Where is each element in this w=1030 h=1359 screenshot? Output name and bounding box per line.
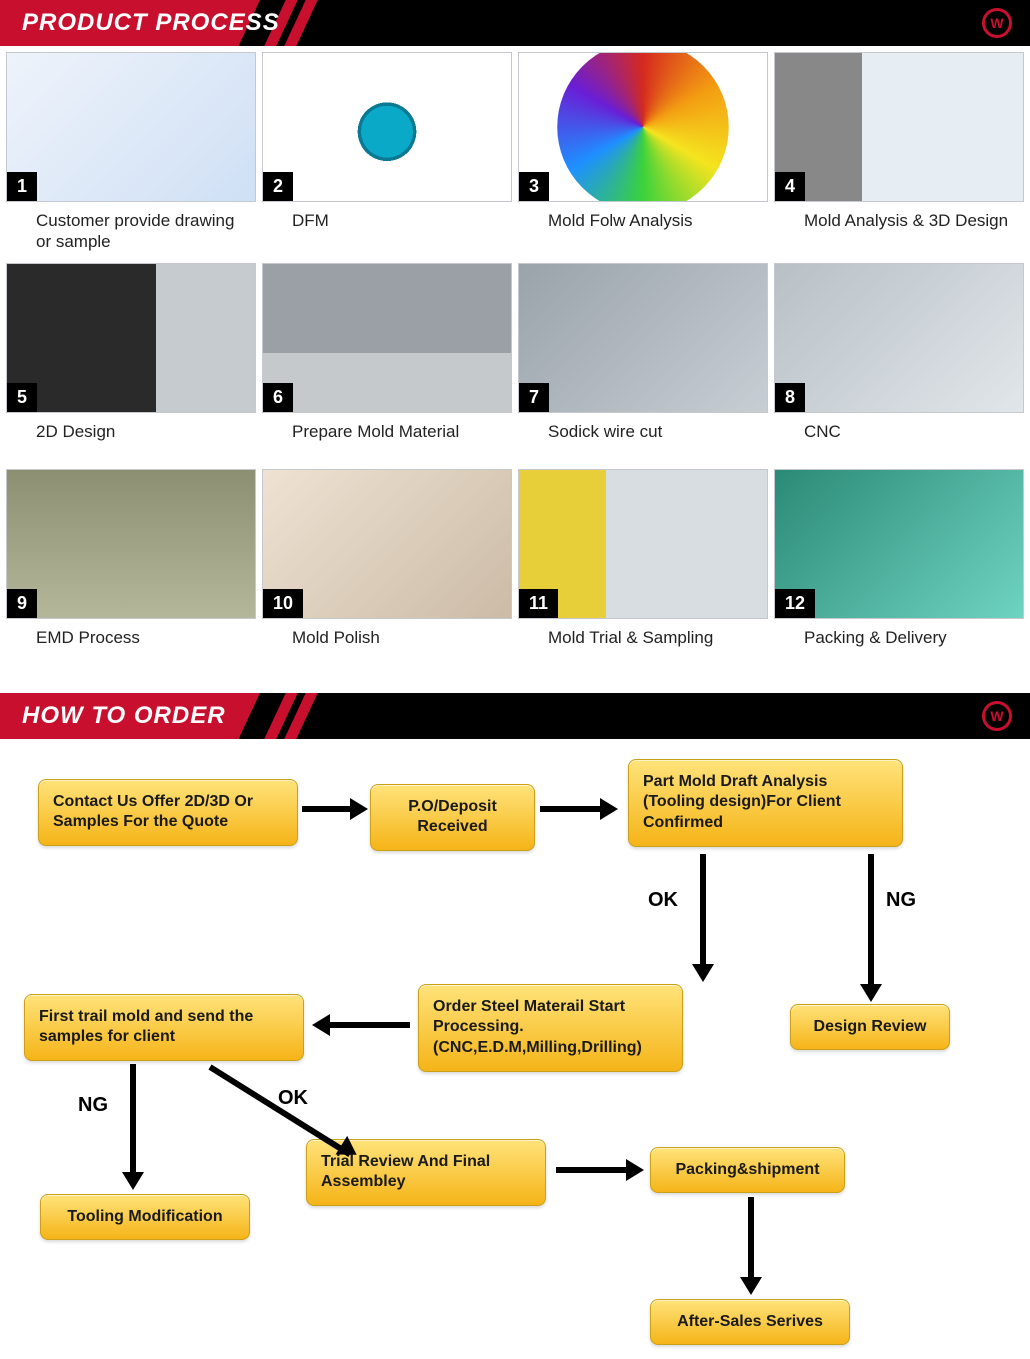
- step-number-badge: 11: [519, 589, 558, 618]
- step-number-badge: 9: [7, 589, 37, 618]
- process-step: 12 Packing & Delivery: [774, 469, 1024, 669]
- step-caption: Sodick wire cut: [518, 413, 768, 463]
- process-step: 10 Mold Polish: [262, 469, 512, 669]
- flow-arrow: [748, 1197, 754, 1277]
- step-caption: Mold Trial & Sampling: [518, 619, 768, 669]
- section-title: PRODUCT PROCESS: [0, 9, 280, 37]
- process-thumb: 6: [262, 263, 512, 413]
- step-caption: Mold Folw Analysis: [518, 202, 768, 252]
- step-caption: EMD Process: [6, 619, 256, 669]
- process-thumb: 10: [262, 469, 512, 619]
- step-caption: CNC: [774, 413, 1024, 463]
- flow-label-ok: OK: [278, 1087, 308, 1110]
- brand-logo-icon: W: [982, 8, 1012, 38]
- process-step: 3 Mold Folw Analysis: [518, 52, 768, 257]
- step-caption: Packing & Delivery: [774, 619, 1024, 669]
- arrowhead-down-icon: [740, 1277, 762, 1295]
- step-caption: Prepare Mold Material: [262, 413, 512, 463]
- process-step: 7 Sodick wire cut: [518, 263, 768, 463]
- step-number-badge: 10: [263, 589, 303, 618]
- step-caption: 2D Design: [6, 413, 256, 463]
- process-thumb: 8: [774, 263, 1024, 413]
- flow-arrow: [868, 854, 874, 984]
- process-image-placeholder: [7, 53, 255, 201]
- flow-node-tooling-mod: Tooling Modification: [40, 1194, 250, 1241]
- arrowhead-down-icon: [122, 1172, 144, 1190]
- flow-label-ok: OK: [648, 889, 678, 912]
- process-step: 1 Customer provide drawing or sample: [6, 52, 256, 257]
- process-image-placeholder: [519, 53, 767, 201]
- process-image-placeholder: [263, 264, 511, 412]
- process-thumb: 5: [6, 263, 256, 413]
- process-thumb: 7: [518, 263, 768, 413]
- arrowhead-left-icon: [312, 1014, 330, 1036]
- flow-node-draft: Part Mold Draft Analysis (Tooling design…: [628, 759, 903, 847]
- step-number-badge: 4: [775, 172, 805, 201]
- process-step: 5 2D Design: [6, 263, 256, 463]
- process-image-placeholder: [263, 53, 511, 201]
- process-step: 11 Mold Trial & Sampling: [518, 469, 768, 669]
- arrowhead-right-icon: [626, 1159, 644, 1181]
- step-caption: DFM: [262, 202, 512, 252]
- step-number-badge: 7: [519, 383, 549, 412]
- step-number-badge: 2: [263, 172, 293, 201]
- step-number-badge: 12: [775, 589, 815, 618]
- flow-node-ordersteel: Order Steel Materail Start Processing.(C…: [418, 984, 683, 1072]
- process-thumb: 4: [774, 52, 1024, 202]
- flow-node-after-sales: After-Sales Serives: [650, 1299, 850, 1346]
- step-caption: Mold Polish: [262, 619, 512, 669]
- step-number-badge: 3: [519, 172, 549, 201]
- process-step: 9 EMD Process: [6, 469, 256, 669]
- arrowhead-down-icon: [692, 964, 714, 982]
- flow-node-first-trail: First trail mold and send the samples fo…: [24, 994, 304, 1062]
- process-thumb: 1: [6, 52, 256, 202]
- arrowhead-right-icon: [350, 798, 368, 820]
- flow-arrow: [556, 1167, 626, 1173]
- placeholder-shape: [318, 80, 457, 175]
- step-caption: Customer provide drawing or sample: [6, 202, 256, 257]
- process-grid: 1 Customer provide drawing or sample 2 D…: [0, 46, 1030, 693]
- arrowhead-right-icon: [600, 798, 618, 820]
- step-number-badge: 5: [7, 383, 37, 412]
- section-header-process: PRODUCT PROCESS W: [0, 0, 1030, 46]
- flow-arrow: [700, 854, 706, 964]
- process-image-placeholder: [775, 264, 1023, 412]
- process-image-placeholder: [7, 264, 255, 412]
- flow-node-design-review: Design Review: [790, 1004, 950, 1051]
- process-step: 6 Prepare Mold Material: [262, 263, 512, 463]
- step-number-badge: 1: [7, 172, 37, 201]
- process-image-placeholder: [775, 53, 1023, 201]
- flow-node-po: P.O/Deposit Received: [370, 784, 535, 852]
- process-thumb: 12: [774, 469, 1024, 619]
- flow-arrow: [130, 1064, 136, 1172]
- order-flowchart: Contact Us Offer 2D/3D Or Samples For th…: [0, 739, 1030, 1359]
- flow-node-packing: Packing&shipment: [650, 1147, 845, 1194]
- process-thumb: 2: [262, 52, 512, 202]
- step-number-badge: 8: [775, 383, 805, 412]
- process-step: 2 DFM: [262, 52, 512, 257]
- process-thumb: 3: [518, 52, 768, 202]
- flow-node-contact: Contact Us Offer 2D/3D Or Samples For th…: [38, 779, 298, 847]
- process-step: 4 Mold Analysis & 3D Design: [774, 52, 1024, 257]
- flow-arrow: [540, 806, 600, 812]
- section-header-order: HOW TO ORDER W: [0, 693, 1030, 739]
- flow-label-ng: NG: [78, 1094, 108, 1117]
- process-thumb: 11: [518, 469, 768, 619]
- flow-arrow: [330, 1022, 410, 1028]
- flow-arrow-diagonal: [208, 1064, 351, 1157]
- arrowhead-down-icon: [860, 984, 882, 1002]
- brand-logo-icon: W: [982, 701, 1012, 731]
- process-image-placeholder: [7, 470, 255, 618]
- flow-arrow: [302, 806, 350, 812]
- process-step: 8 CNC: [774, 263, 1024, 463]
- process-thumb: 9: [6, 469, 256, 619]
- step-number-badge: 6: [263, 383, 293, 412]
- section-title: HOW TO ORDER: [0, 702, 226, 730]
- process-image-placeholder: [519, 264, 767, 412]
- step-caption: Mold Analysis & 3D Design: [774, 202, 1024, 252]
- flow-label-ng: NG: [886, 889, 916, 912]
